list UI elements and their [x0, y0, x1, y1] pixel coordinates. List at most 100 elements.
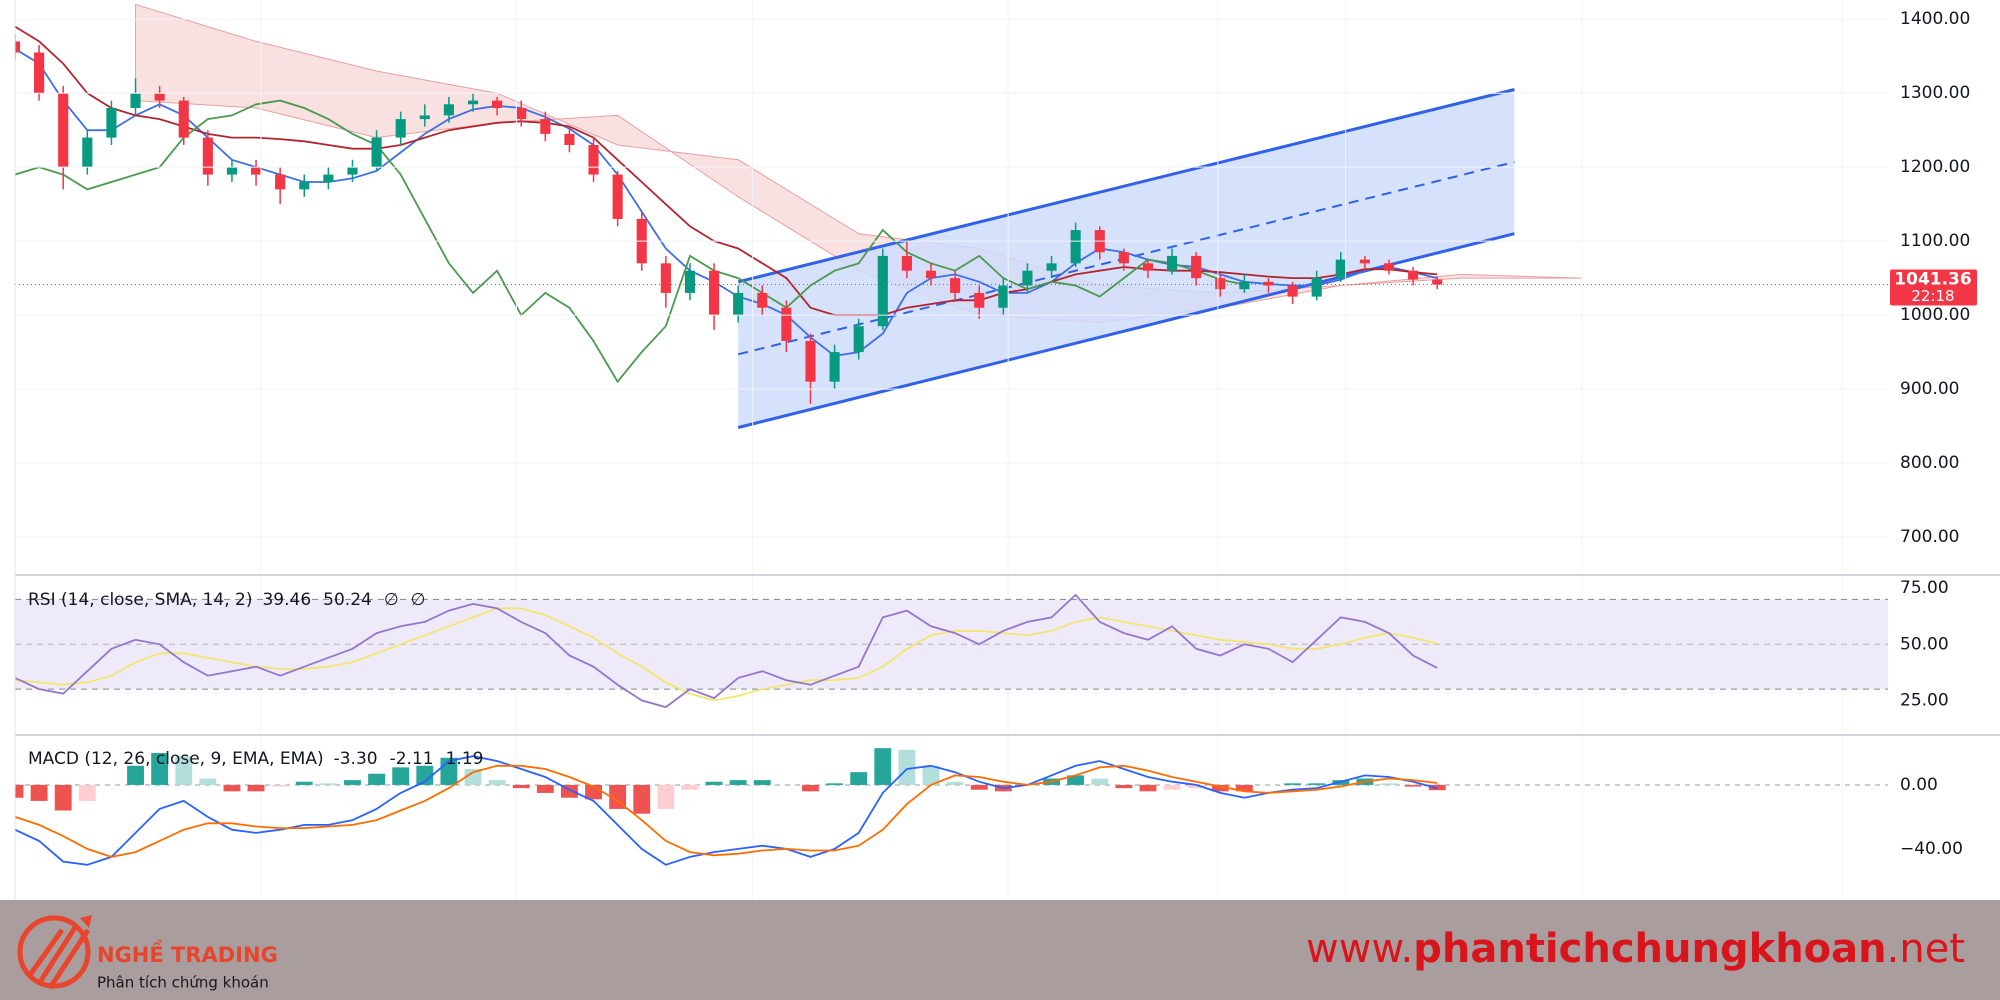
macd-line	[15, 764, 1438, 858]
histogram-bar	[657, 784, 675, 809]
histogram-bar	[946, 781, 964, 785]
histogram-bar	[753, 780, 771, 785]
histogram-bar	[1380, 783, 1398, 785]
histogram-bar	[1404, 784, 1422, 787]
candle-body	[684, 270, 696, 293]
countdown: 22:18	[1911, 287, 1954, 305]
y-tick-label: 900.00	[1900, 379, 1959, 399]
candle-body	[829, 352, 840, 382]
macd-line	[15, 755, 1438, 866]
candle-body	[853, 326, 864, 353]
y-tick-label: 1000.00	[1900, 305, 1970, 325]
candle-body	[323, 174, 334, 182]
price-pane	[15, 3, 1582, 429]
candle-body	[395, 119, 406, 138]
candle-body	[347, 167, 358, 175]
candle-body	[58, 93, 69, 168]
candle-body	[1287, 285, 1298, 297]
histogram-bar	[850, 772, 868, 785]
candle-body	[275, 174, 286, 190]
background	[0, 0, 2000, 900]
histogram-bar	[295, 781, 313, 785]
candle-body	[419, 115, 430, 120]
candle-body	[540, 119, 551, 134]
candle-body	[492, 100, 503, 108]
url-main: phantichchungkhoan	[1413, 926, 1886, 972]
histogram-bar	[1139, 784, 1157, 792]
indicator-line	[15, 99, 1245, 384]
candle-body	[1022, 270, 1033, 286]
logo	[17, 915, 92, 990]
histogram-bar	[729, 780, 747, 785]
indicator-header: RSI (14, close, SMA, 14, 2)	[28, 590, 252, 610]
histogram-bar	[392, 767, 410, 785]
candle-body	[516, 107, 527, 120]
indicator-value: ∅	[384, 590, 399, 610]
histogram-bar	[151, 752, 169, 785]
histogram-bar	[416, 765, 434, 785]
histogram-bar	[271, 784, 289, 787]
candle-body	[1359, 259, 1370, 264]
price-tag	[1890, 269, 1977, 306]
histogram-bar	[1115, 784, 1133, 789]
website[interactable]: www.phantichchungkhoan.net	[1306, 926, 1965, 972]
histogram-bar	[1284, 783, 1302, 785]
candle-body	[612, 174, 623, 219]
histogram-bar	[633, 784, 651, 814]
candle-body	[106, 107, 117, 138]
candle-body	[226, 167, 238, 175]
candle-body	[1215, 278, 1226, 290]
candle-body	[82, 137, 93, 168]
histogram-bar	[1067, 775, 1085, 785]
candle-body	[250, 167, 262, 175]
histogram-bar	[319, 783, 337, 785]
price-tag-label: 1041.36	[1894, 270, 1971, 290]
y-tick-label: 700.00	[1900, 527, 1959, 547]
histogram-bar	[1163, 784, 1181, 790]
candle-body	[974, 292, 985, 308]
candle-body	[1239, 281, 1250, 290]
logo-arrows	[27, 924, 91, 990]
rsi-pane	[15, 593, 1888, 709]
histogram-bar	[1308, 783, 1326, 785]
y-tick-label: 50.00	[1900, 634, 1949, 654]
histogram-bar	[1091, 778, 1109, 785]
url-suffix: .net	[1887, 926, 1965, 972]
indicator-value: ∅	[411, 590, 426, 610]
y-tick-label: 1100.00	[1900, 231, 1970, 251]
histogram-bar	[536, 784, 554, 793]
candle-body	[1118, 252, 1129, 264]
candle-body	[202, 137, 213, 175]
candle-body	[130, 93, 141, 108]
histogram-bar	[609, 784, 627, 809]
histogram-bar	[464, 768, 482, 785]
macd-pane	[15, 748, 1888, 866]
y-tick-label: 25.00	[1900, 690, 1949, 710]
histogram-bar	[1235, 784, 1253, 792]
y-tick-label: 75.00	[1900, 578, 1949, 598]
histogram-bar	[1187, 784, 1205, 789]
histogram-bar	[681, 784, 699, 790]
histogram-bar	[30, 784, 48, 801]
histogram-bar	[874, 748, 892, 785]
histogram-bar	[512, 784, 530, 789]
candle-body	[467, 100, 479, 105]
histogram-bar	[175, 756, 193, 785]
histogram-bar	[488, 780, 506, 785]
histogram-bar	[826, 783, 844, 785]
candle-body	[1408, 270, 1419, 280]
footer: NGHỀ TRADING Phân tích chứng khoán www.p…	[0, 900, 2000, 1000]
candle-body	[34, 52, 45, 94]
logo-arrowhead	[80, 915, 92, 928]
histogram-bar	[247, 784, 265, 792]
url-prefix: www.	[1306, 926, 1413, 972]
indicator-value: -3.30	[334, 749, 378, 769]
candle-body	[299, 181, 310, 190]
plot-layer: 700.00 800.00 900.00 1000.00 1100.00 1200.00 1…	[15, 0, 1977, 900]
y-tick-label: 800.00	[1900, 453, 1959, 473]
y-tick-label: −40.00	[1900, 839, 1963, 859]
histogram-bar	[54, 784, 72, 811]
candle-body	[1191, 255, 1202, 279]
histogram-bar	[802, 784, 819, 792]
